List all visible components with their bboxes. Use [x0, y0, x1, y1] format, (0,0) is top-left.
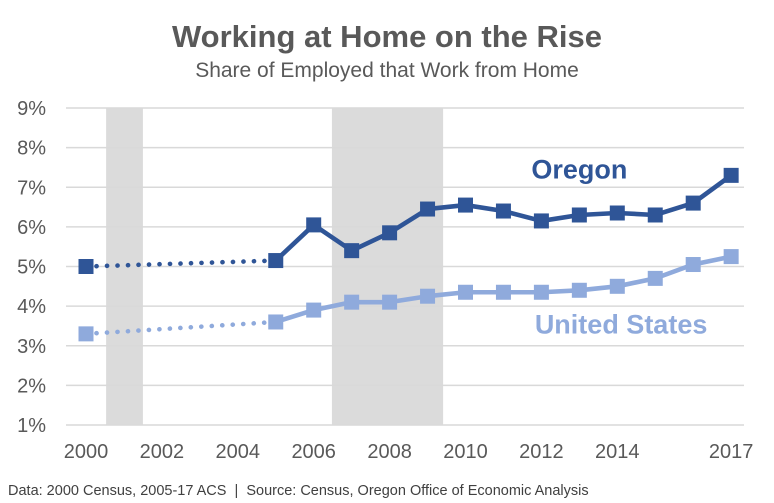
united-states-marker: [78, 326, 94, 342]
y-tick-label: 7%: [17, 177, 46, 199]
x-tick-label: 2010: [443, 441, 488, 463]
y-tick-label: 8%: [17, 138, 46, 160]
x-tick-label: 2014: [595, 441, 640, 463]
oregon-dotted-line: [83, 258, 279, 269]
oregon-marker: [268, 253, 284, 269]
chart-subtitle: Share of Employed that Work from Home: [195, 59, 579, 82]
united-states-marker: [382, 294, 398, 310]
oregon-marker: [685, 195, 701, 211]
united-states-marker: [420, 288, 436, 304]
united-states-marker: [268, 314, 284, 330]
oregon-marker: [495, 203, 511, 219]
x-tick-label: 2008: [367, 441, 412, 463]
oregon-marker: [723, 167, 739, 183]
oregon-marker: [420, 201, 436, 217]
united-states-marker: [685, 257, 701, 273]
united-states-marker: [306, 302, 322, 318]
y-tick-label: 6%: [17, 217, 46, 239]
x-tick-label: 2012: [519, 441, 564, 463]
oregon-marker: [533, 213, 549, 229]
united-states-marker: [458, 284, 473, 300]
source-note: Data: 2000 Census, 2005-17 ACS | Source:…: [8, 483, 589, 499]
united-states-dotted-line: [83, 319, 279, 337]
y-tick-label: 5%: [17, 257, 46, 279]
united-states-marker: [344, 294, 360, 310]
x-tick-label: 2006: [291, 441, 336, 463]
united-states-marker: [609, 278, 625, 294]
oregon-marker: [382, 225, 398, 241]
oregon-marker: [609, 205, 625, 221]
y-tick-label: 4%: [17, 296, 46, 318]
series-label-united-states: United States: [535, 310, 708, 340]
series-label-oregon: Oregon: [531, 154, 627, 184]
y-tick-label: 2%: [17, 375, 46, 397]
oregon-marker: [78, 259, 94, 274]
united-states-marker: [495, 284, 511, 300]
united-states-marker: [647, 270, 663, 286]
x-tick-label: 2017: [709, 441, 754, 463]
chart-title: Working at Home on the Rise: [171, 19, 603, 54]
united-states-marker: [571, 282, 587, 298]
x-tick-label: 2002: [140, 441, 185, 463]
y-tick-label: 9%: [17, 98, 46, 120]
united-states-marker: [533, 284, 549, 300]
x-tick-label: 2000: [64, 441, 109, 463]
x-tick-label: 2004: [216, 441, 261, 463]
y-tick-label: 1%: [17, 415, 46, 437]
oregon-marker: [647, 207, 663, 223]
y-tick-label: 3%: [17, 336, 46, 358]
united-states-marker: [723, 249, 739, 265]
oregon-marker: [571, 207, 587, 223]
oregon-marker: [458, 197, 473, 213]
oregon-marker: [344, 243, 360, 259]
oregon-marker: [306, 217, 322, 233]
